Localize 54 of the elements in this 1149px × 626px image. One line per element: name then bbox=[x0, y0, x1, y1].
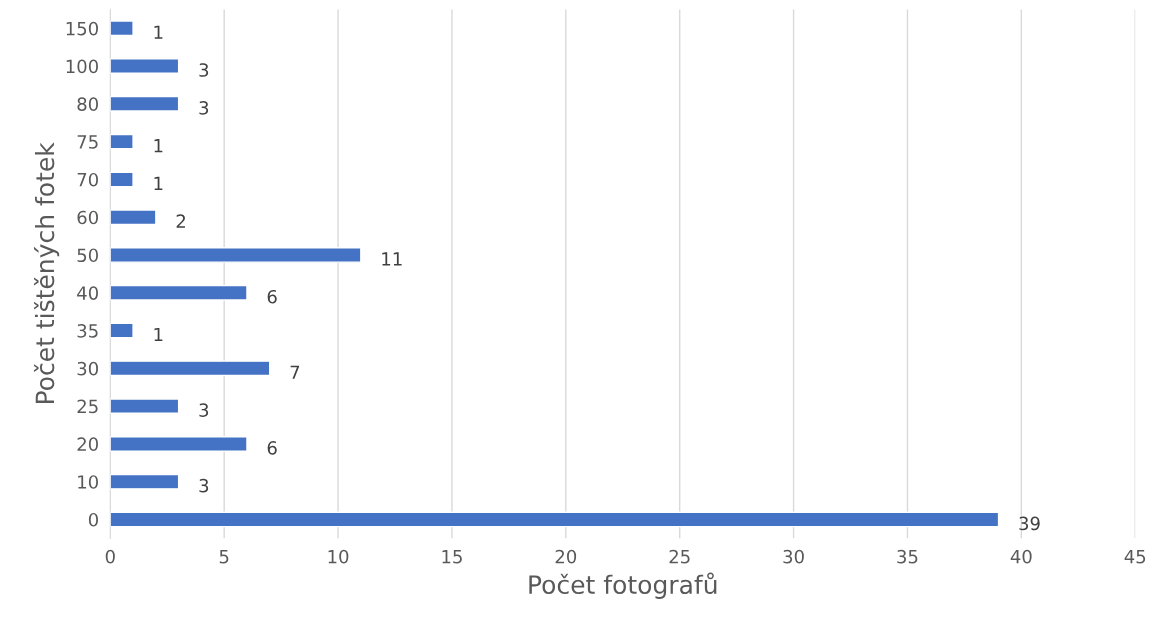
bar bbox=[110, 511, 1000, 528]
bar bbox=[110, 171, 134, 188]
data-label: 1 bbox=[154, 176, 163, 190]
x-tick-label: 5 bbox=[219, 550, 229, 564]
data-label: 1 bbox=[154, 139, 163, 153]
x-tick-label: 45 bbox=[1124, 550, 1146, 564]
y-tick-label: 30 bbox=[77, 361, 98, 376]
data-label: 11 bbox=[382, 252, 402, 266]
y-tick-label: 20 bbox=[77, 437, 98, 452]
y-tick-label: 25 bbox=[77, 399, 98, 414]
data-label: 3 bbox=[199, 478, 209, 493]
data-label: 3 bbox=[199, 403, 209, 417]
data-label: 1 bbox=[154, 327, 163, 342]
x-tick-label: 0 bbox=[105, 549, 115, 564]
data-label: 6 bbox=[267, 289, 277, 304]
y-tick-label: 100 bbox=[66, 59, 98, 74]
bar bbox=[110, 133, 134, 150]
data-label: 3 bbox=[199, 63, 209, 77]
data-label: 1 bbox=[154, 25, 163, 39]
bar bbox=[110, 209, 157, 226]
x-tick-label: 40 bbox=[1010, 549, 1032, 564]
bar bbox=[110, 284, 248, 301]
x-tick-label: 25 bbox=[669, 549, 690, 564]
bar bbox=[110, 95, 180, 112]
x-axis-title: Počet fotografů bbox=[529, 572, 717, 599]
x-tick-label: 30 bbox=[783, 549, 804, 564]
data-label: 2 bbox=[176, 214, 185, 228]
y-axis-title: Počet tištěných fotek bbox=[33, 142, 60, 404]
x-tick-label: 35 bbox=[897, 549, 918, 564]
y-tick-label: 60 bbox=[77, 210, 98, 225]
bar bbox=[110, 473, 180, 490]
y-tick-label: 50 bbox=[77, 248, 98, 263]
y-tick-label: 75 bbox=[77, 135, 98, 149]
bar bbox=[110, 20, 134, 37]
y-tick-label: 40 bbox=[77, 286, 98, 300]
bar bbox=[110, 398, 180, 414]
bar bbox=[110, 360, 271, 377]
bar bbox=[110, 322, 134, 339]
x-tick-label: 10 bbox=[328, 549, 349, 564]
y-tick-label: 150 bbox=[66, 21, 98, 36]
x-tick-label: 15 bbox=[442, 550, 462, 564]
y-tick-label: 70 bbox=[77, 172, 98, 187]
data-label: 6 bbox=[267, 441, 277, 455]
bar bbox=[110, 436, 248, 452]
y-tick-label: 80 bbox=[77, 97, 98, 111]
y-tick-label: 10 bbox=[78, 475, 98, 489]
y-tick-label: 0 bbox=[88, 512, 98, 527]
bar bbox=[110, 58, 180, 74]
data-label: 3 bbox=[199, 100, 209, 115]
x-tick-label: 20 bbox=[555, 549, 577, 564]
data-label: 39 bbox=[1019, 516, 1040, 531]
y-tick-label: 35 bbox=[77, 324, 98, 338]
bar bbox=[110, 247, 362, 263]
data-label: 7 bbox=[290, 365, 300, 379]
